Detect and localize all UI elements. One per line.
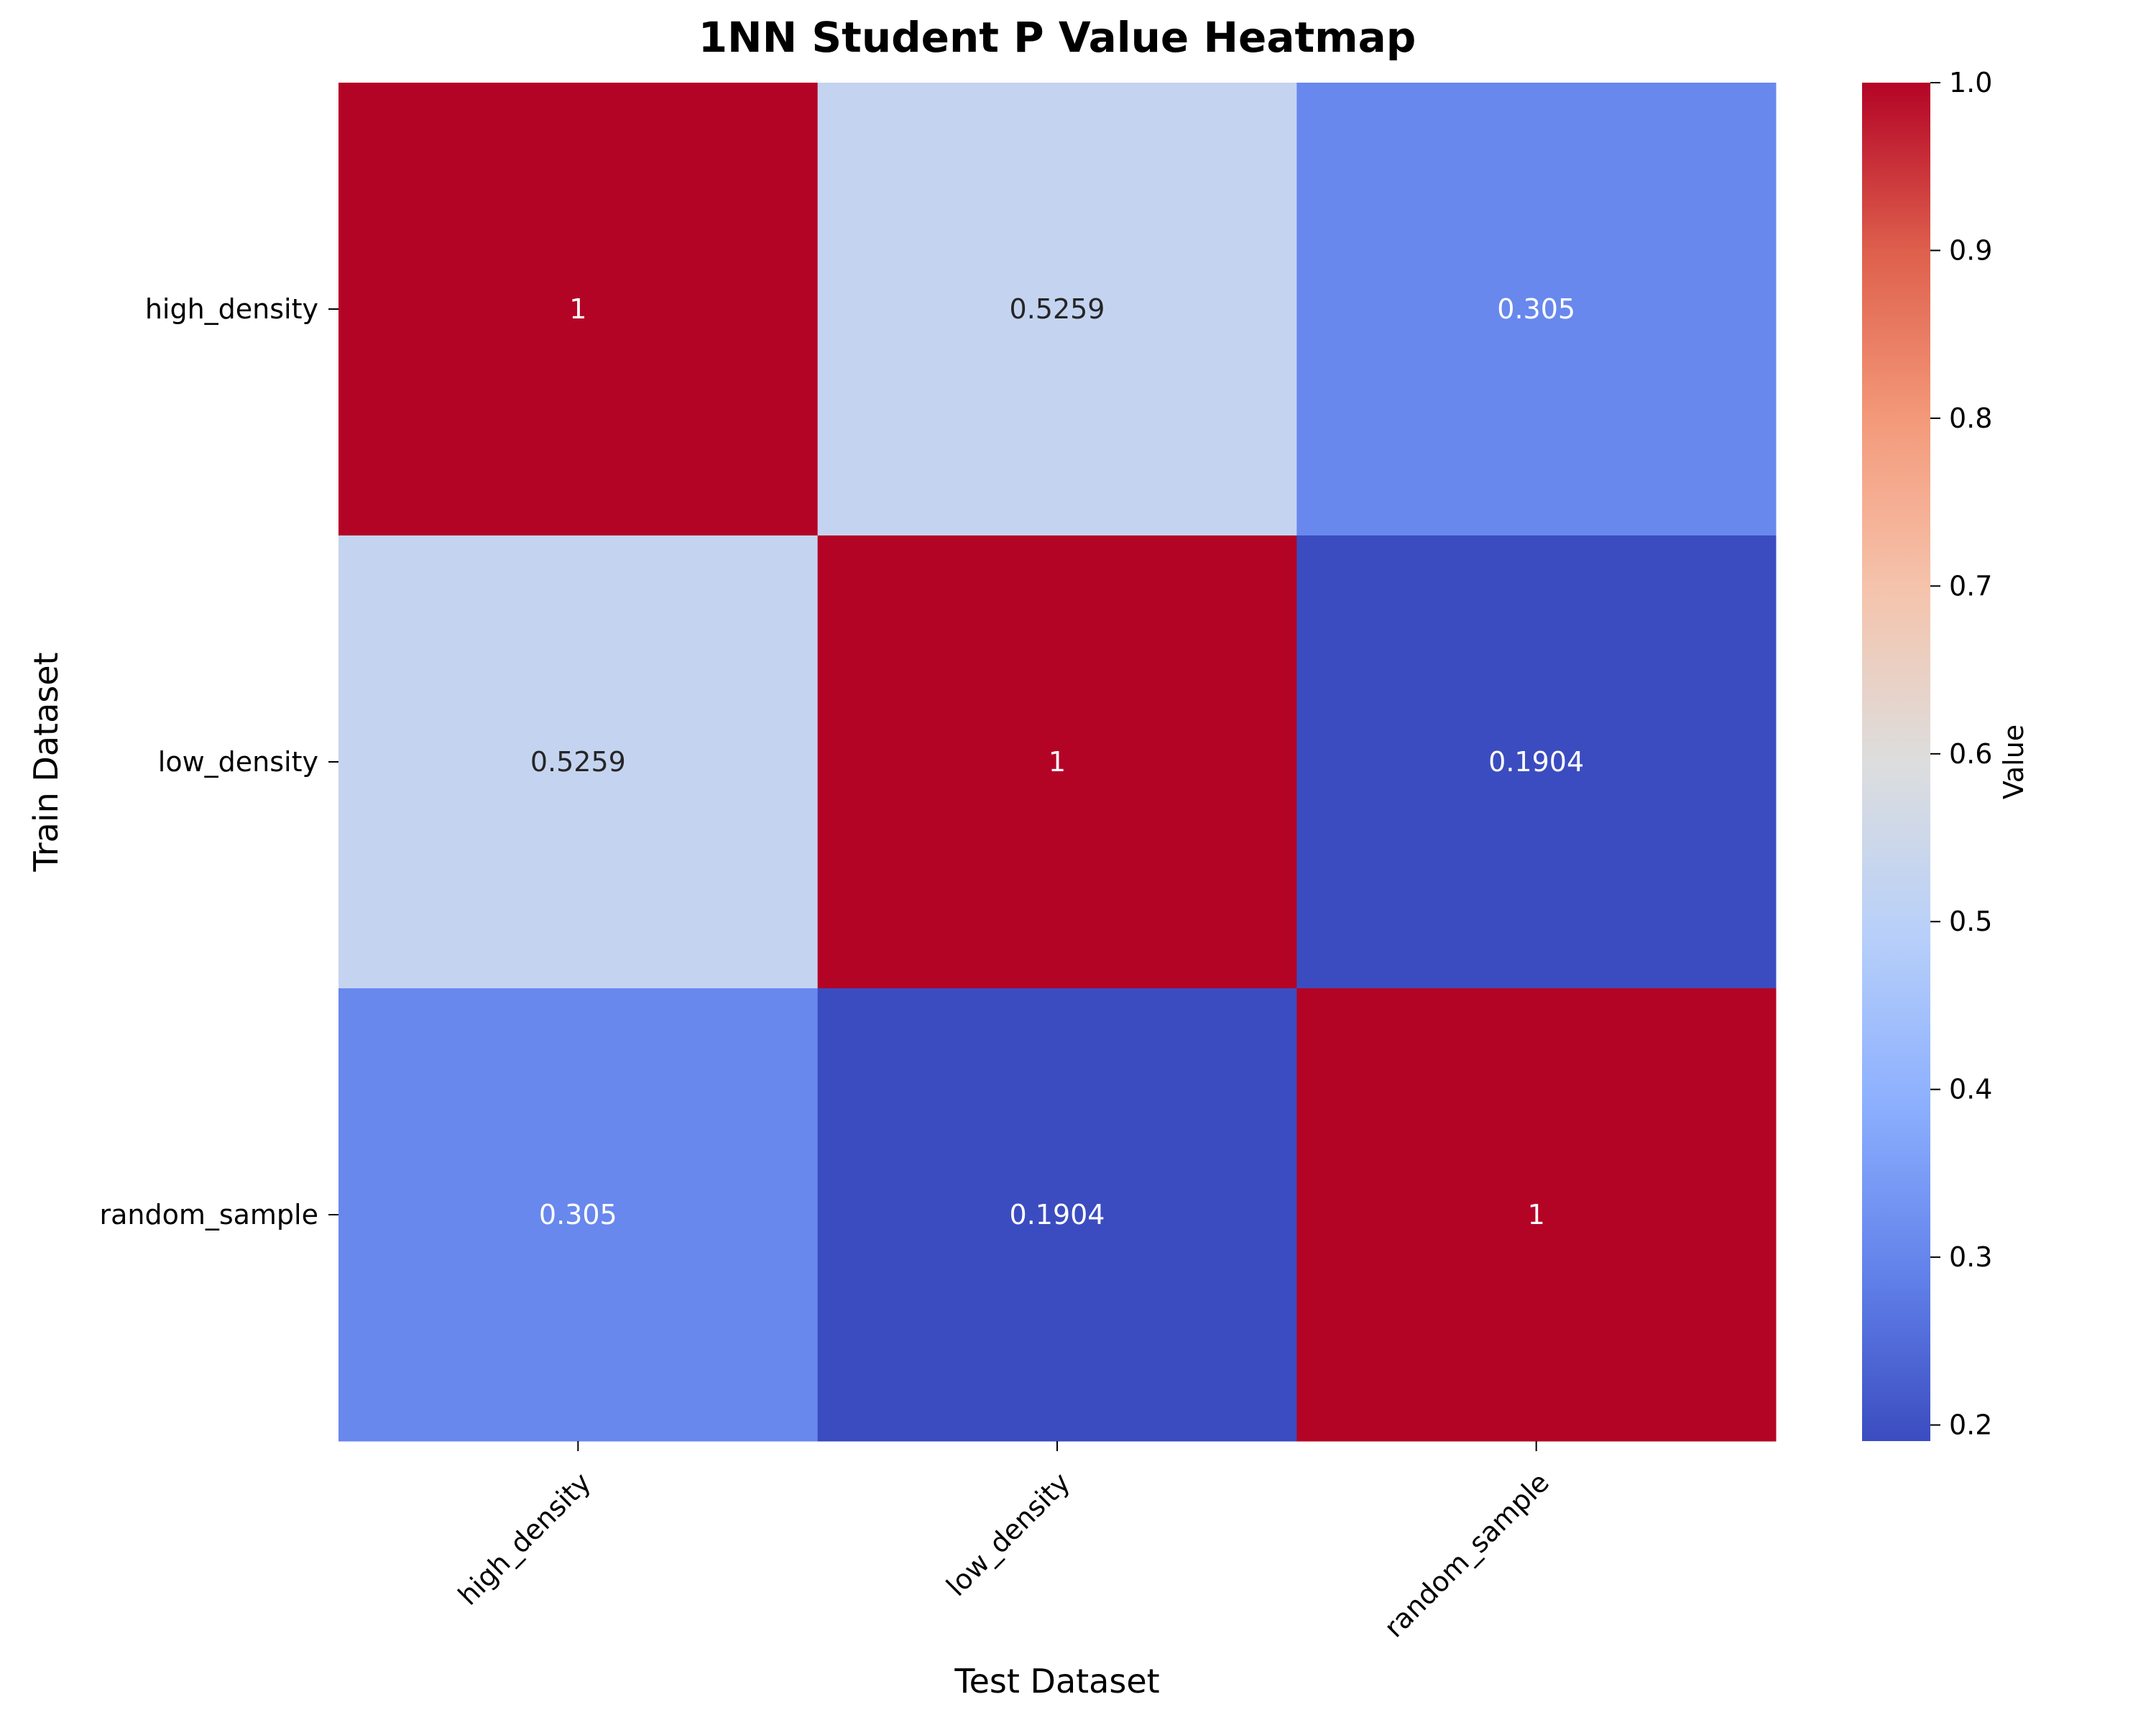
colorbar-tick-label: 0.8 (1949, 402, 1992, 434)
colorbar-tick-label: 0.5 (1949, 906, 1992, 937)
colorbar-tick-label: 0.9 (1949, 234, 1992, 266)
colorbar-label: Value (1998, 724, 2030, 799)
heatmap-cell-labels: 1 0.5259 0.305 0.5259 1 0.1904 0.305 0.1904 1 (530, 293, 1584, 1230)
heatmap-cell (817, 83, 1297, 536)
cell-value-label: 0.305 (1497, 293, 1575, 325)
colorbar-tick-label: 0.2 (1949, 1409, 1992, 1441)
y-tick-label: low_density (158, 746, 318, 778)
colorbar-tick-label: 0.4 (1949, 1074, 1992, 1105)
y-tick-label: random_sample (99, 1199, 318, 1230)
heatmap-cell (1296, 83, 1777, 536)
x-tick-label: low_density (940, 1466, 1076, 1602)
heatmap-cell (338, 988, 819, 1442)
cell-value-label: 0.5259 (1010, 293, 1105, 325)
heatmap-cell (338, 83, 819, 536)
colorbar-tick-label: 0.3 (1949, 1241, 1992, 1273)
cell-value-label: 1 (1049, 746, 1066, 778)
cell-value-label: 0.1904 (1010, 1199, 1105, 1230)
x-axis: high_density low_density random_sample (452, 1441, 1555, 1644)
cell-value-label: 1 (1528, 1199, 1545, 1230)
y-axis-label: Train Dataset (27, 652, 65, 872)
heatmap-cell (817, 535, 1297, 989)
x-axis-label: Test Dataset (954, 1662, 1159, 1701)
colorbar-ticks: 0.2 0.3 0.4 0.5 0.6 0.7 0.8 0.9 1.0 (1930, 67, 1992, 1441)
x-tick-label: high_density (452, 1466, 597, 1611)
x-tick-label: random_sample (1378, 1466, 1555, 1643)
chart-title: 1NN Student P Value Heatmap (699, 13, 1416, 62)
heatmap-cell (1296, 535, 1777, 989)
colorbar-tick-label: 0.6 (1949, 738, 1992, 770)
cell-value-label: 0.305 (539, 1199, 617, 1230)
heatmap-cell (338, 535, 819, 989)
cell-value-label: 0.5259 (530, 746, 626, 778)
heatmap-cell (817, 988, 1297, 1442)
cell-value-label: 1 (569, 293, 586, 325)
colorbar: 0.2 0.3 0.4 0.5 0.6 0.7 0.8 0.9 1.0 Value (1862, 67, 2030, 1441)
heatmap-cell (1296, 988, 1777, 1442)
colorbar-tick-label: 0.7 (1949, 570, 1992, 602)
heatmap-cells (338, 83, 1777, 1442)
colorbar-gradient (1862, 83, 1930, 1441)
cell-value-label: 0.1904 (1488, 746, 1584, 778)
y-tick-label: high_density (145, 293, 318, 325)
colorbar-tick-label: 1.0 (1949, 67, 1992, 98)
y-axis: high_density low_density random_sample (99, 293, 338, 1230)
